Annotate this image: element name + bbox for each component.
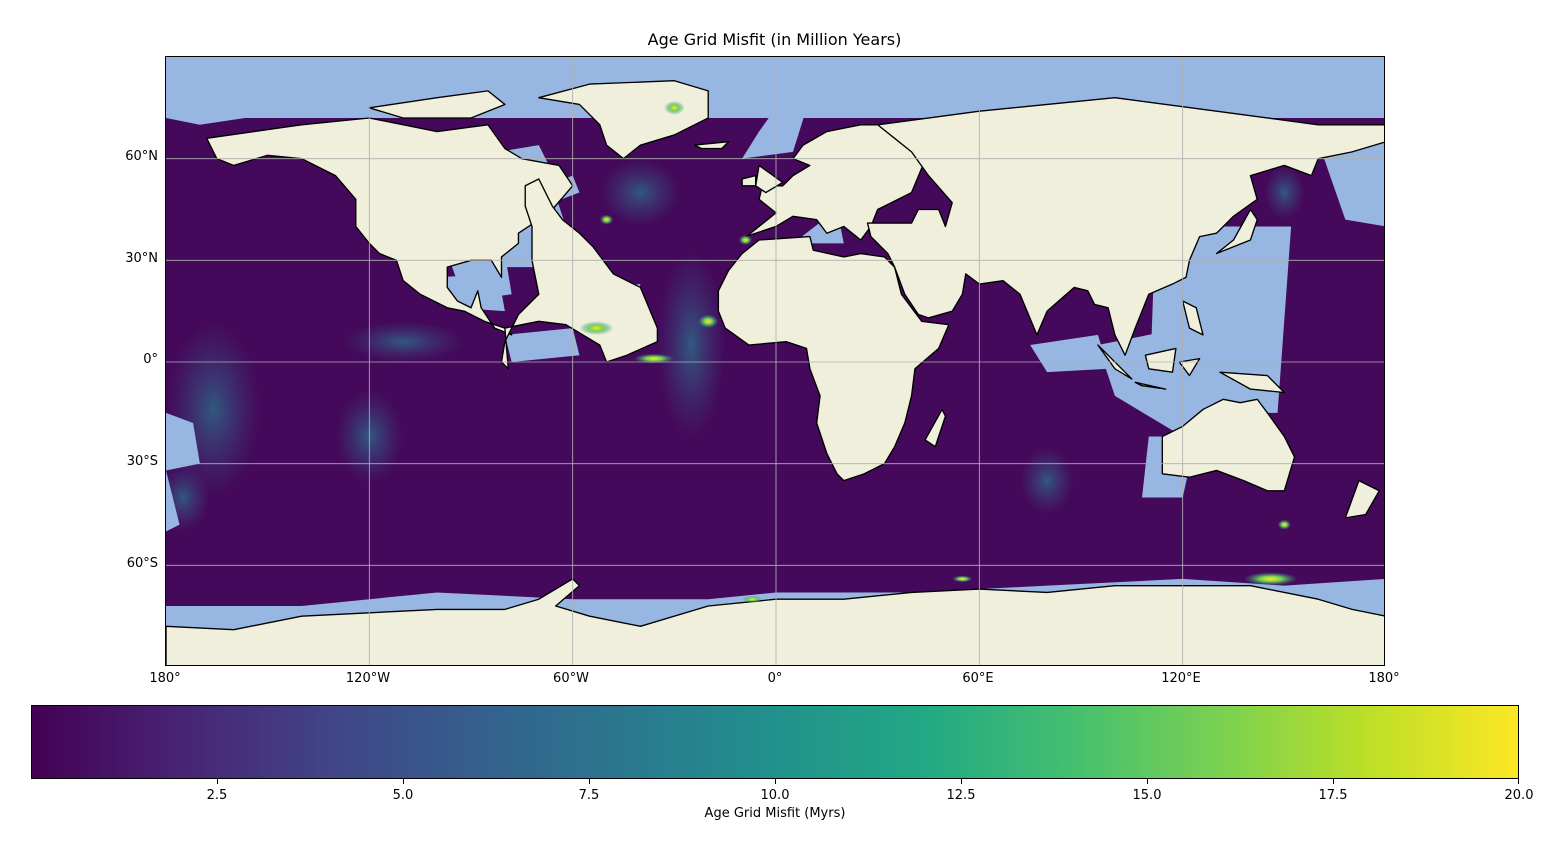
lon-tick-label: 60°E — [962, 671, 994, 686]
north-america — [205, 117, 574, 336]
colorbar-tick-label: 2.5 — [206, 788, 228, 803]
colorbar-label: Age Grid Misfit (Myrs) — [704, 806, 846, 821]
philippines — [1181, 300, 1204, 336]
land-masses — [166, 80, 1384, 665]
colorbar — [31, 705, 1519, 779]
lat-tick-label: 60°S — [126, 556, 158, 571]
lat-tick-label: 30°S — [126, 454, 158, 469]
colorbar-tick-mark — [961, 779, 962, 784]
indonesia — [1097, 344, 1286, 394]
colorbar-tick-label: 20.0 — [1504, 788, 1534, 803]
lon-tick-label: 180° — [149, 671, 181, 686]
lat-tick-label: 60°N — [125, 149, 158, 164]
new-zealand — [1344, 479, 1380, 519]
colorbar-tick-mark — [217, 779, 218, 784]
colorbar-tick-label: 5.0 — [392, 788, 414, 803]
lon-tick-label: 180° — [1368, 671, 1400, 686]
iceland — [693, 141, 730, 150]
colorbar-tick-label: 7.5 — [578, 788, 600, 803]
lon-tick-label: 0° — [767, 671, 783, 686]
colorbar-tick-mark — [1333, 779, 1334, 784]
misfit-hotspots — [579, 101, 1298, 603]
colorbar-tick-mark — [589, 779, 590, 784]
lon-tick-label: 120°E — [1161, 671, 1201, 686]
world-map — [166, 57, 1384, 665]
colorbar-tick-mark — [775, 779, 776, 784]
colorbar-tick-label: 15.0 — [1132, 788, 1162, 803]
map-panel — [165, 56, 1385, 666]
japan — [1215, 208, 1258, 255]
arctic-islands — [368, 90, 506, 119]
colorbar-tick-mark — [1518, 779, 1519, 784]
british-isles — [741, 164, 784, 194]
colorbar-tick-label: 17.5 — [1318, 788, 1348, 803]
colorbar-tick-label: 10.0 — [760, 788, 790, 803]
asia — [866, 96, 1384, 356]
lat-tick-label: 0° — [143, 352, 158, 367]
australia — [1161, 398, 1296, 492]
south-america — [500, 178, 659, 370]
gridlines — [166, 57, 1384, 665]
lat-tick-label: 30°N — [125, 251, 158, 266]
map-title: Age Grid Misfit (in Million Years) — [647, 30, 902, 49]
lon-tick-label: 60°W — [553, 671, 589, 686]
colorbar-tick-mark — [1147, 779, 1148, 784]
colorbar-tick-label: 12.5 — [946, 788, 976, 803]
antarctica — [166, 578, 1384, 665]
colorbar-tick-mark — [403, 779, 404, 784]
lon-tick-label: 120°W — [345, 671, 391, 686]
madagascar — [924, 408, 947, 448]
